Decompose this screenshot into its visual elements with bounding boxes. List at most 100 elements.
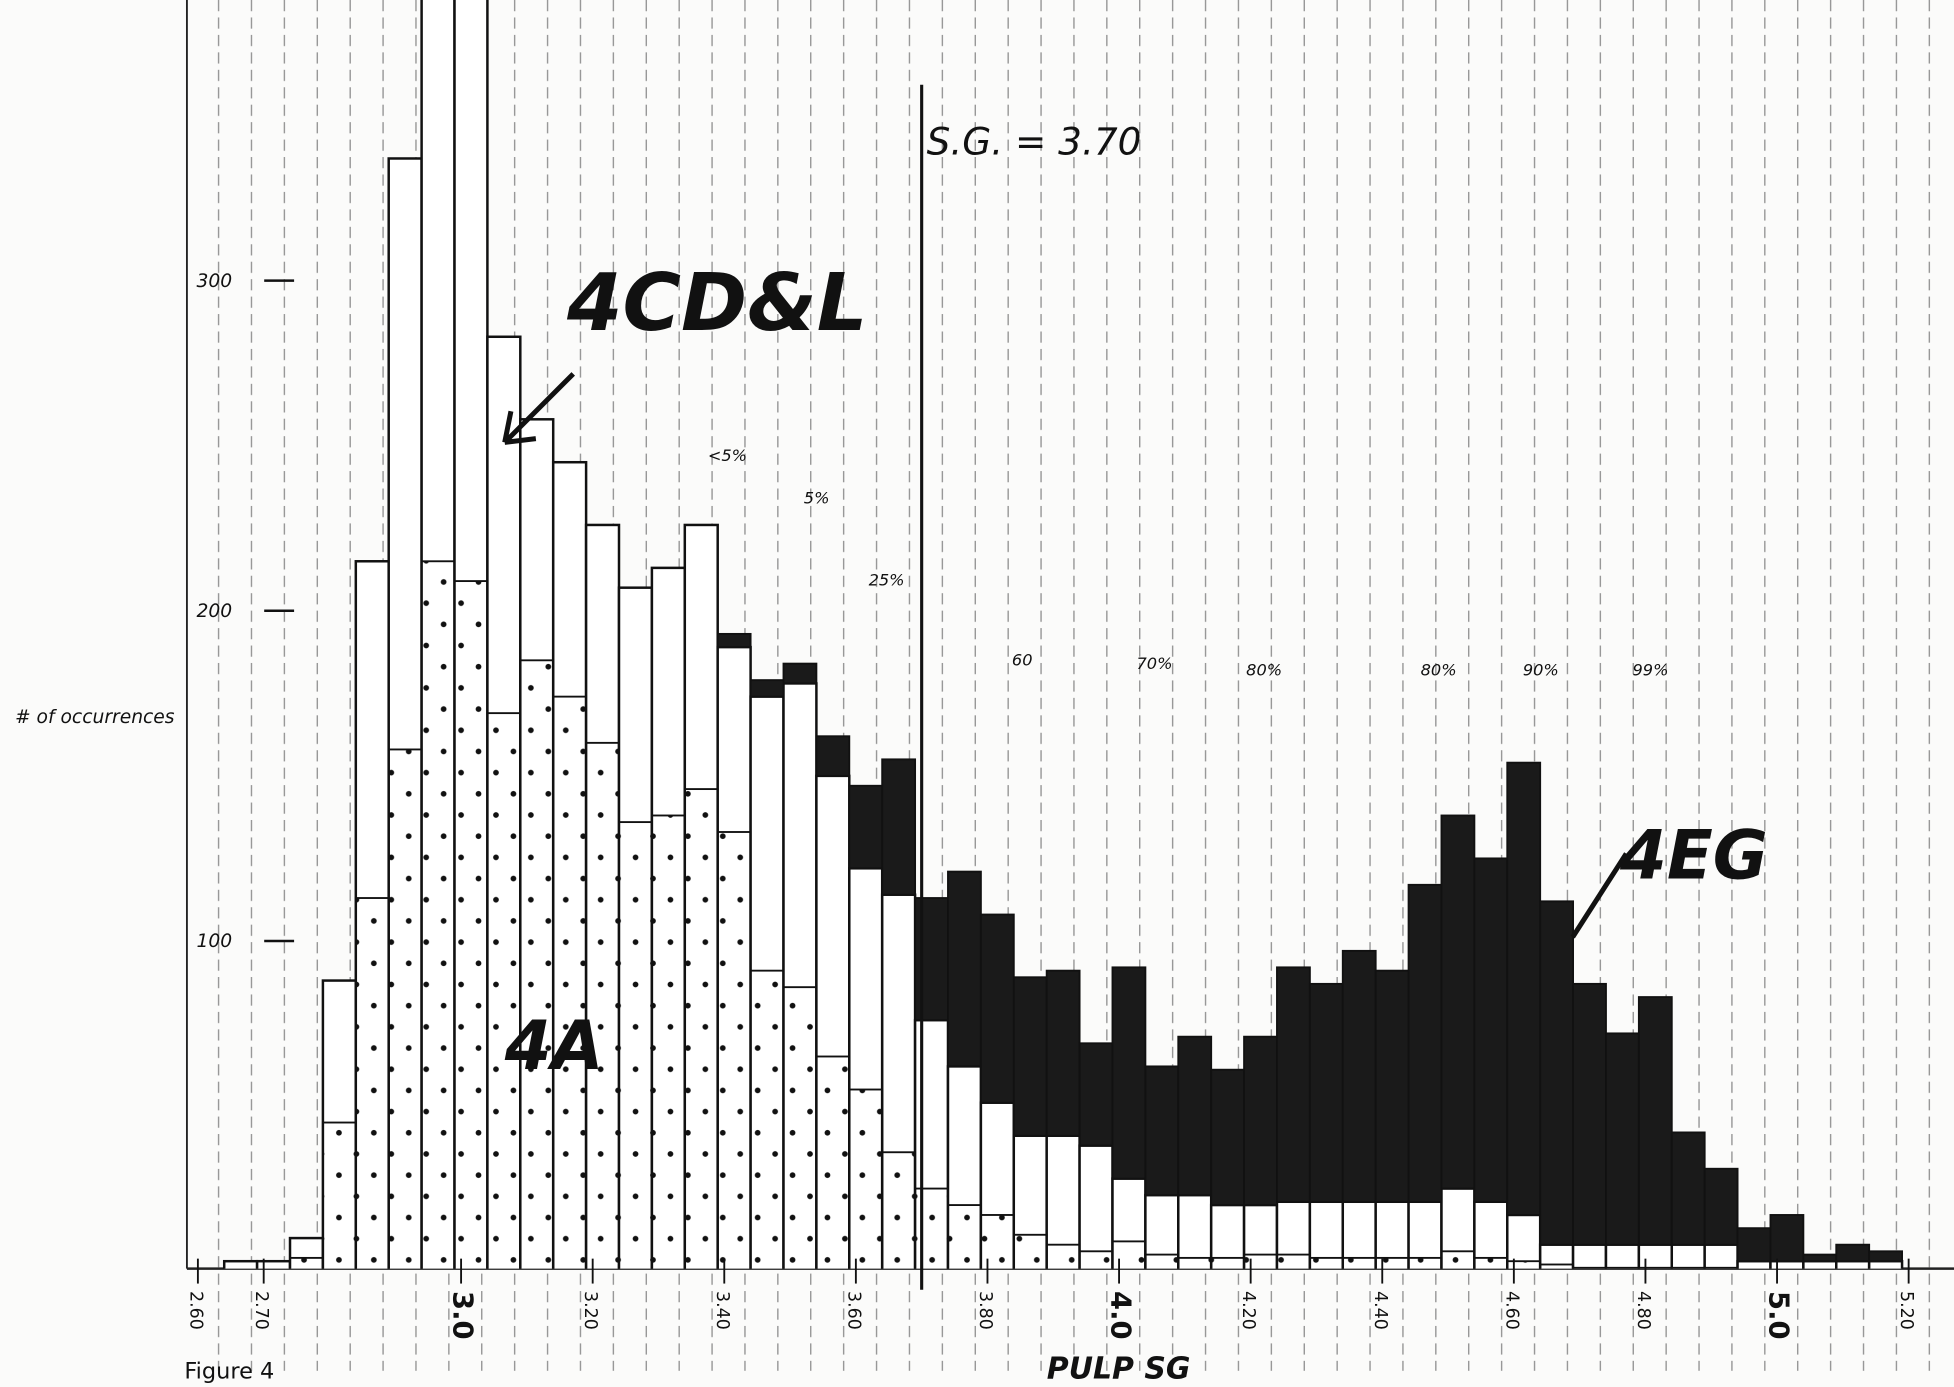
bar-dotted: [749, 969, 785, 1269]
bar-stacked: [914, 897, 949, 1022]
bar-stacked: [1670, 1131, 1706, 1246]
bar-stacked: [979, 913, 1015, 1104]
x-tick-label: 2.60: [185, 1291, 205, 1330]
x-tick-label: 5.0: [1763, 1291, 1794, 1340]
bar-stacked: [1506, 761, 1542, 1216]
percent-note: 90%: [1523, 660, 1559, 679]
bar-dotted: [1572, 1266, 1607, 1269]
y-tick-label: 200: [197, 601, 233, 622]
bar-dotted: [453, 580, 489, 1269]
bar-dotted: [387, 748, 423, 1269]
bar-stacked: [782, 662, 818, 685]
series-label: 4CD&L: [566, 256, 868, 349]
caption: Figure 4: [184, 1358, 274, 1384]
bar-dotted: [914, 1187, 949, 1269]
bar-stacked: [716, 632, 752, 649]
percent-note: <5%: [708, 446, 747, 465]
y-tick-label: 300: [197, 271, 233, 292]
bar-stacked: [1374, 969, 1410, 1203]
bar-stacked: [815, 735, 851, 777]
bar-stacked: [848, 784, 884, 870]
bar-dotted: [979, 1214, 1015, 1269]
bar-stacked: [1703, 1167, 1739, 1246]
y-tick-label: 100: [197, 931, 233, 952]
bar-dotted: [947, 1204, 982, 1269]
x-tick-label: 4.40: [1370, 1291, 1390, 1330]
x-tick-label: 4.80: [1633, 1291, 1653, 1330]
bar-dotted: [1078, 1250, 1114, 1269]
bar-stacked: [1769, 1214, 1805, 1263]
bar-stacked: [1111, 966, 1147, 1180]
bar-dotted: [650, 814, 686, 1269]
bar-dotted: [848, 1088, 884, 1269]
bar-stacked: [1868, 1250, 1903, 1263]
bar-stacked: [1341, 949, 1377, 1203]
series-label: 4EG: [1619, 817, 1768, 895]
bar-dotted: [354, 897, 390, 1269]
bar-stacked: [1308, 982, 1344, 1203]
bar-dotted: [1045, 1243, 1081, 1269]
bar-dotted: [1111, 1240, 1147, 1269]
percent-note: 80%: [1246, 660, 1282, 679]
bar-dotted: [782, 986, 818, 1269]
bar-stacked: [1045, 969, 1081, 1137]
x-tick-label: 4.60: [1501, 1291, 1521, 1330]
bar-stacked: [1078, 1042, 1114, 1147]
percent-note: 5%: [804, 488, 830, 507]
bar-dotted: [1703, 1266, 1739, 1269]
x-tick-label: 4.0: [1105, 1291, 1136, 1340]
bar-stacked: [1144, 1065, 1180, 1197]
y-axis-label: # of occurrences: [15, 707, 175, 728]
bar-dotted: [519, 659, 555, 1269]
arrow-4eg: [1570, 852, 1629, 939]
bar-stacked: [1572, 982, 1607, 1246]
series-label: 4A: [504, 1007, 604, 1085]
bar-dotted: [1670, 1266, 1706, 1269]
percent-note: 80%: [1421, 660, 1457, 679]
bar-dotted: [618, 821, 653, 1269]
bar-stacked: [1243, 1035, 1278, 1207]
bar-stacked: [1736, 1227, 1772, 1263]
x-axis-label: PULP SG: [1047, 1351, 1191, 1386]
bar-stacked: [1539, 900, 1575, 1246]
bar-stacked: [1605, 1032, 1640, 1246]
x-tick-label: 3.80: [975, 1291, 995, 1330]
reference-label: S.G. = 3.70: [927, 120, 1142, 164]
percent-note: 25%: [869, 571, 905, 590]
bar-dotted: [1440, 1250, 1476, 1269]
x-tick-label: 3.60: [843, 1291, 863, 1330]
x-tick-label: 2.70: [251, 1291, 271, 1330]
bar-stacked: [1637, 996, 1673, 1246]
bar-dotted: [552, 695, 588, 1269]
bar-dotted: [1605, 1266, 1640, 1269]
bar-dotted: [881, 1151, 917, 1269]
bar-dotted: [716, 831, 752, 1269]
overlay: [502, 372, 1629, 939]
x-tick-label: 4.20: [1238, 1291, 1258, 1330]
bar-stacked: [1210, 1068, 1246, 1207]
bar-stacked: [1407, 883, 1443, 1203]
bar-stacked: [1012, 976, 1048, 1137]
bar-dotted: [1012, 1233, 1048, 1269]
percent-note: 70%: [1137, 654, 1173, 673]
bar-stacked: [1276, 966, 1311, 1203]
bar-dotted: [585, 741, 620, 1269]
arrow-4cdl: [502, 372, 576, 445]
x-tick-label: 3.0: [447, 1291, 478, 1340]
bar-dotted: [815, 1055, 851, 1269]
bar-dotted: [1637, 1266, 1673, 1269]
bar-dotted: [683, 788, 719, 1269]
x-tick-label: 5.20: [1896, 1291, 1916, 1330]
bar-dotted: [420, 560, 456, 1269]
bar-stacked: [947, 870, 982, 1068]
x-tick-label: 3.20: [580, 1291, 600, 1330]
bar-stacked: [1802, 1253, 1838, 1263]
bar-dotted: [486, 712, 522, 1269]
percent-note: 60: [1012, 650, 1033, 669]
bar-dotted: [321, 1121, 357, 1269]
bar-stacked: [1835, 1243, 1871, 1263]
bar-stacked: [1177, 1035, 1213, 1197]
bar-stacked: [1473, 857, 1509, 1203]
